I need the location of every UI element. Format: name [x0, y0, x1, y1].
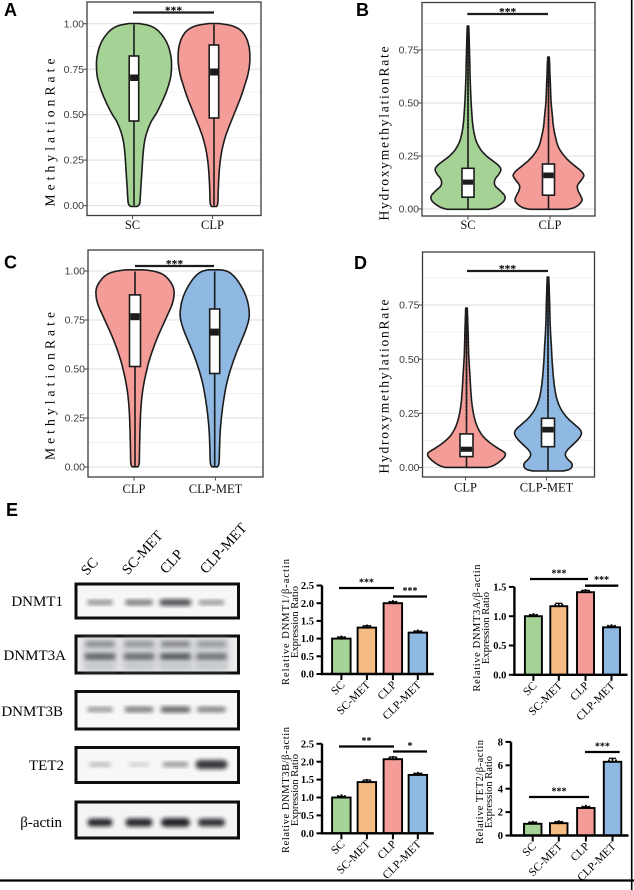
- svg-text:*: *: [408, 741, 413, 752]
- svg-text:***: ***: [499, 264, 517, 276]
- svg-text:DNMT1: DNMT1: [11, 594, 63, 610]
- svg-text:2.0: 2.0: [301, 599, 314, 610]
- svg-text:0.75: 0.75: [65, 315, 86, 327]
- svg-text:CLP: CLP: [201, 218, 224, 232]
- svg-text:Relative DNMT3A/β-actin: Relative DNMT3A/β-actin: [472, 564, 483, 692]
- svg-text:Relative DNMT3B/β-actin: Relative DNMT3B/β-actin: [281, 726, 292, 853]
- svg-text:***: ***: [594, 575, 609, 586]
- svg-text:***: ***: [499, 7, 517, 19]
- svg-text:0.00: 0.00: [399, 462, 420, 474]
- svg-text:8: 8: [498, 738, 503, 749]
- svg-text:E: E: [6, 500, 18, 520]
- svg-text:0.50: 0.50: [399, 98, 420, 110]
- svg-text:0.0: 0.0: [493, 670, 506, 681]
- svg-text:0.5: 0.5: [301, 652, 314, 663]
- svg-text:HydroxymethylationRate: HydroxymethylationRate: [377, 300, 392, 474]
- svg-text:0.75: 0.75: [64, 64, 85, 76]
- svg-text:1.00: 1.00: [64, 18, 85, 30]
- svg-text:2.5: 2.5: [301, 581, 314, 592]
- svg-text:1.0: 1.0: [493, 612, 506, 623]
- svg-text:Expression Ratio: Expression Ratio: [481, 592, 492, 664]
- svg-text:CLP: CLP: [539, 218, 562, 232]
- svg-text:TET2: TET2: [29, 758, 64, 774]
- svg-text:0.50: 0.50: [399, 354, 420, 366]
- svg-text:1.5: 1.5: [301, 775, 314, 786]
- svg-text:SC: SC: [460, 218, 475, 232]
- svg-text:1.5: 1.5: [301, 617, 314, 628]
- svg-text:Relative TET2/β-actin: Relative TET2/β-actin: [475, 739, 486, 844]
- svg-text:SC: SC: [125, 218, 140, 232]
- svg-text:4: 4: [498, 784, 504, 795]
- svg-text:Expression Ratio: Expression Ratio: [484, 756, 495, 828]
- svg-text:0.50: 0.50: [65, 364, 86, 376]
- svg-text:***: ***: [552, 569, 567, 580]
- svg-text:1.0: 1.0: [301, 793, 314, 804]
- svg-text:A: A: [4, 0, 17, 20]
- svg-text:6: 6: [498, 761, 503, 772]
- svg-text:2: 2: [498, 808, 503, 819]
- svg-text:CLP: CLP: [454, 481, 477, 495]
- svg-text:0.00: 0.00: [64, 200, 85, 212]
- svg-text:0.5: 0.5: [493, 641, 506, 652]
- svg-text:D: D: [354, 253, 367, 273]
- svg-text:CLP-MET: CLP-MET: [520, 481, 574, 495]
- svg-text:2.0: 2.0: [301, 757, 314, 768]
- svg-text:0: 0: [498, 831, 503, 842]
- svg-text:1.0: 1.0: [301, 634, 314, 645]
- svg-text:***: ***: [403, 586, 418, 597]
- svg-text:MethylationRate: MethylationRate: [43, 58, 58, 206]
- svg-text:CLP-MET: CLP-MET: [189, 482, 243, 496]
- svg-text:0.25: 0.25: [399, 408, 420, 420]
- svg-text:***: ***: [165, 5, 183, 17]
- svg-text:DNMT3B: DNMT3B: [1, 704, 63, 720]
- svg-text:MethylationRate: MethylationRate: [43, 312, 58, 460]
- svg-text:0.00: 0.00: [65, 462, 86, 474]
- svg-text:1.5: 1.5: [493, 583, 506, 594]
- svg-text:1.00: 1.00: [65, 266, 86, 278]
- svg-text:B: B: [356, 0, 369, 20]
- svg-text:Expression Ratio: Expression Ratio: [290, 754, 301, 826]
- svg-text:β-actin: β-actin: [20, 815, 62, 831]
- svg-text:DNMT3A: DNMT3A: [4, 648, 67, 664]
- svg-text:0.00: 0.00: [399, 204, 420, 216]
- svg-text:0.50: 0.50: [64, 109, 85, 121]
- svg-text:0.75: 0.75: [399, 45, 420, 57]
- svg-text:0.5: 0.5: [301, 811, 314, 822]
- svg-text:Expression Ratio: Expression Ratio: [290, 586, 301, 658]
- svg-text:HydroxymethylationRate: HydroxymethylationRate: [377, 47, 392, 221]
- svg-text:***: ***: [595, 742, 610, 753]
- svg-text:C: C: [4, 253, 17, 273]
- svg-text:Relative DNMT1/β-actin: Relative DNMT1/β-actin: [281, 558, 292, 685]
- svg-text:0.0: 0.0: [301, 829, 314, 840]
- svg-text:***: ***: [166, 259, 184, 271]
- svg-text:0.0: 0.0: [301, 670, 314, 681]
- svg-text:**: **: [362, 736, 372, 747]
- svg-text:***: ***: [552, 787, 567, 798]
- svg-text:CLP: CLP: [123, 482, 146, 496]
- svg-text:0.25: 0.25: [65, 413, 86, 425]
- svg-text:0.75: 0.75: [399, 300, 420, 312]
- svg-text:***: ***: [359, 578, 374, 589]
- svg-text:0.25: 0.25: [64, 155, 85, 167]
- svg-text:2.5: 2.5: [301, 739, 314, 750]
- svg-text:0.25: 0.25: [399, 151, 420, 163]
